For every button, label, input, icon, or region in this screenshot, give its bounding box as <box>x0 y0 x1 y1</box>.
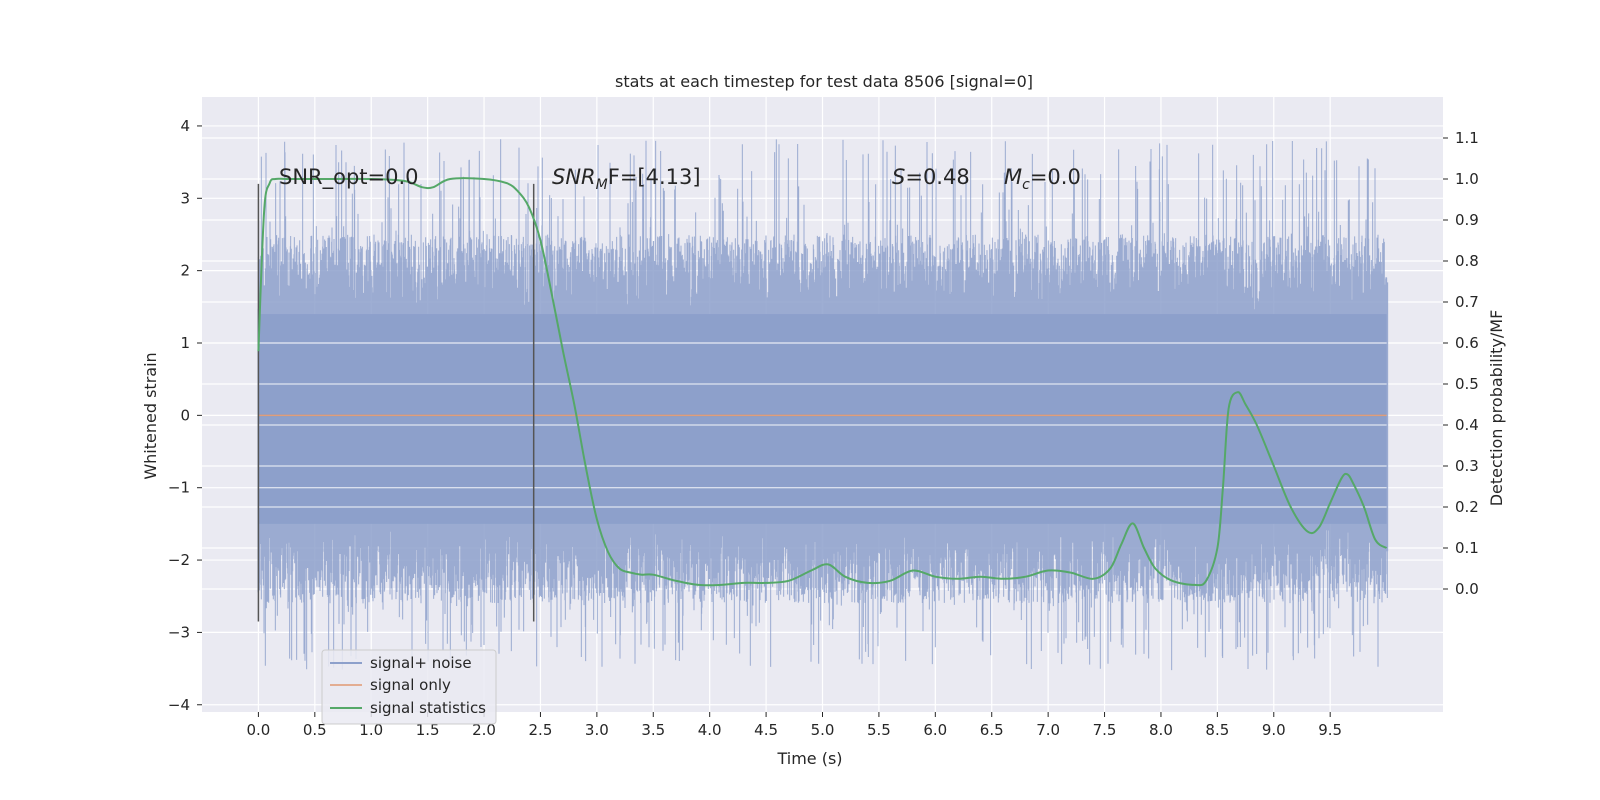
y-tick-label-left-3: 1 <box>180 334 190 352</box>
y-tick-label-right-5: 0.6 <box>1455 334 1479 352</box>
annotation-mc-subscript: c <box>1022 177 1030 193</box>
x-tick-label-4: 2.0 <box>472 721 496 739</box>
annotation-snr-mf: SNRMF=[4.13] <box>552 165 701 193</box>
y-tick-label-right-3: 0.8 <box>1455 252 1479 270</box>
series-signal-plus-noise <box>257 139 1389 671</box>
y-tick-label-left-1: 3 <box>180 189 190 207</box>
annotation-snr-mf-value: F=[4.13] <box>608 165 701 189</box>
y-tick-label-right-8: 0.3 <box>1455 457 1479 475</box>
chart-title: stats at each timestep for test data 850… <box>615 72 1033 91</box>
y-tick-label-left-0: 4 <box>180 117 190 135</box>
y-tick-label-right-4: 0.7 <box>1455 293 1479 311</box>
annotation-mc: Mc=0.0 <box>1004 165 1081 193</box>
vertical-markers <box>257 183 535 622</box>
axis-ticks: 0.0 0.5 1.0 1.5 2.0 2.5 3.0 3.5 4.0 4.5 5.0 5.5 6.0 6… <box>168 117 1479 739</box>
x-axis-label: Time (s) <box>776 749 842 768</box>
x-tick-label-15: 7.5 <box>1093 721 1117 739</box>
annotation-snr-mf-subscript: M <box>596 177 608 193</box>
y-tick-label-left-2: 2 <box>180 262 190 280</box>
y-tick-label-left-5: −1 <box>168 479 190 497</box>
y-tick-label-right-7: 0.4 <box>1455 416 1479 434</box>
annotation-s: S=0.48 <box>892 165 970 189</box>
annotation-s-value: =0.48 <box>905 165 969 189</box>
y-tick-label-right-0: 1.1 <box>1455 129 1479 147</box>
noise-core-band <box>258 314 1387 524</box>
x-tick-label-18: 9.0 <box>1262 721 1286 739</box>
legend: signal+ noise signal only signal statist… <box>321 649 497 725</box>
x-tick-label-2: 1.0 <box>359 721 383 739</box>
x-tick-label-16: 8.0 <box>1149 721 1173 739</box>
y-tick-label-right-6: 0.5 <box>1455 375 1479 393</box>
y-tick-label-right-2: 0.9 <box>1455 211 1479 229</box>
legend-label-signal-statistics: signal statistics <box>370 699 486 717</box>
y-axis-label-left: Whitened strain <box>141 352 160 479</box>
x-tick-label-14: 7.0 <box>1036 721 1060 739</box>
legend-label-signal-only: signal only <box>370 676 451 694</box>
x-tick-label-13: 6.5 <box>980 721 1004 739</box>
x-tick-label-0: 0.0 <box>246 721 270 739</box>
x-tick-label-3: 1.5 <box>416 721 440 739</box>
y-tick-label-right-9: 0.2 <box>1455 498 1479 516</box>
x-tick-label-12: 6.0 <box>923 721 947 739</box>
x-tick-label-8: 4.0 <box>698 721 722 739</box>
x-tick-label-10: 5.0 <box>811 721 835 739</box>
legend-label-signal-plus-noise: signal+ noise <box>370 654 472 672</box>
x-tick-label-11: 5.5 <box>867 721 891 739</box>
y-tick-label-left-6: −2 <box>168 551 190 569</box>
x-tick-label-6: 3.0 <box>585 721 609 739</box>
x-tick-label-19: 9.5 <box>1318 721 1342 739</box>
annotation-mc-symbol: M <box>1004 165 1022 189</box>
y-axis-label-right: Detection probability/MF <box>1487 310 1506 507</box>
y-tick-label-left-8: −4 <box>168 696 190 714</box>
x-tick-label-9: 4.5 <box>754 721 778 739</box>
x-tick-label-1: 0.5 <box>303 721 327 739</box>
y-tick-label-right-10: 0.1 <box>1455 539 1479 557</box>
y-tick-label-right-1: 1.0 <box>1455 170 1479 188</box>
series-signal-statistics <box>257 177 1388 587</box>
legend-box <box>321 649 497 725</box>
annotation-s-symbol: S <box>892 165 905 189</box>
x-tick-label-5: 2.5 <box>529 721 553 739</box>
annotation-mc-value: =0.0 <box>1030 165 1081 189</box>
y-tick-label-right-11: 0.0 <box>1455 580 1479 598</box>
x-tick-label-17: 8.5 <box>1205 721 1229 739</box>
y-tick-label-left-4: 0 <box>180 406 190 424</box>
annotation-snr-opt: SNR_opt=0.0 <box>279 165 419 190</box>
signal-statistics-line <box>257 177 1388 587</box>
x-tick-label-7: 3.5 <box>641 721 665 739</box>
annotation-snr-mf-symbol: SNR <box>552 165 596 189</box>
y-tick-label-left-7: −3 <box>168 623 190 641</box>
